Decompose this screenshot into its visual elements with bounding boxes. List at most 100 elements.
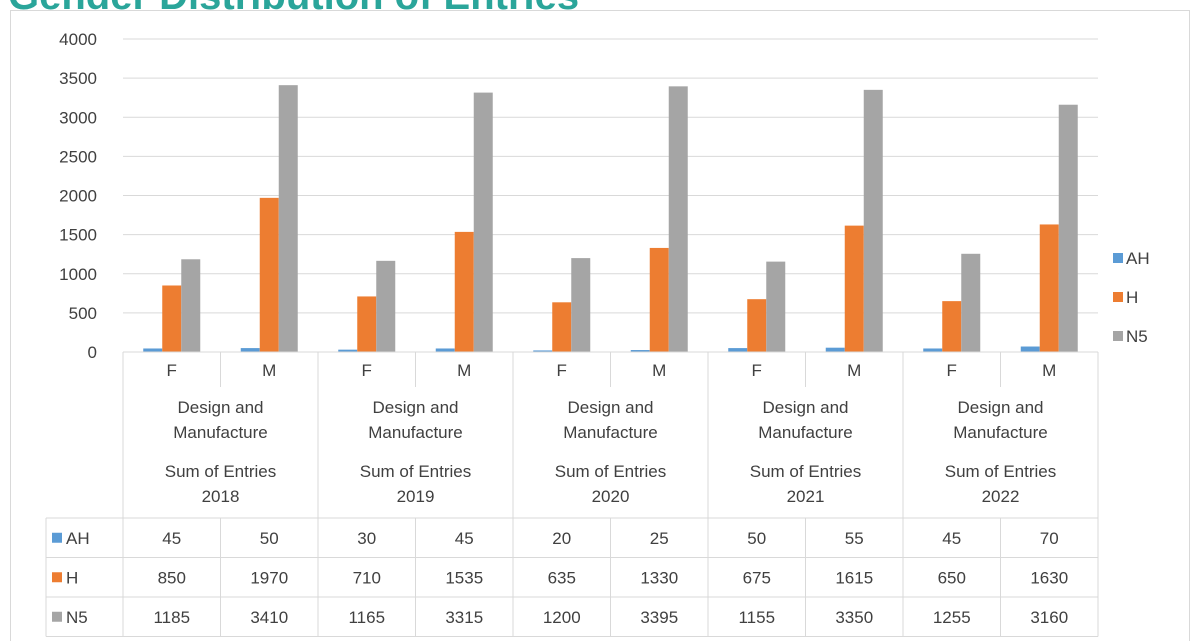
data-table-value: 70 <box>1040 529 1059 548</box>
data-table-value: 45 <box>162 529 181 548</box>
data-table-value: 30 <box>357 529 376 548</box>
bar-AH-5 <box>630 350 650 352</box>
data-table-value: 50 <box>747 529 766 548</box>
data-table-value: 850 <box>158 568 186 587</box>
bar-H-4 <box>552 302 572 352</box>
data-table-value: 50 <box>260 529 279 548</box>
data-table-value: 1165 <box>348 608 385 627</box>
bar-N5-0 <box>181 259 201 352</box>
bar-N5-9 <box>1058 104 1078 352</box>
chart-frame <box>10 10 1190 641</box>
data-table-value: 3160 <box>1030 608 1068 627</box>
data-table-value: 1255 <box>933 608 971 627</box>
data-table-value: 710 <box>353 568 381 587</box>
x-tick-label-level3: 2021 <box>787 487 825 506</box>
x-tick-label-level1: F <box>167 361 177 380</box>
legend-swatch-H <box>1113 292 1123 302</box>
x-tick-label-level1: M <box>457 361 471 380</box>
y-tick-label: 500 <box>69 304 97 323</box>
data-table-value: 675 <box>743 568 771 587</box>
x-tick-label-level3: 2020 <box>592 487 630 506</box>
bar-H-1 <box>259 197 279 352</box>
data-table-key-N5 <box>52 611 62 622</box>
data-table-value: 1535 <box>445 568 483 587</box>
y-tick-label: 2000 <box>59 187 97 206</box>
bar-N5-3 <box>473 92 493 352</box>
bar-H-9 <box>1039 224 1059 352</box>
y-tick-label: 0 <box>88 343 97 362</box>
x-tick-label-level3: Sum of Entries <box>555 462 667 481</box>
x-tick-label-level1: F <box>947 361 957 380</box>
data-table-value: 55 <box>845 529 864 548</box>
bar-N5-4 <box>571 258 591 352</box>
data-table-value: 1970 <box>250 568 288 587</box>
bar-N5-6 <box>766 261 786 352</box>
x-tick-label-level1: F <box>557 361 567 380</box>
bar-H-3 <box>454 231 474 352</box>
bar-AH-6 <box>728 348 748 352</box>
x-tick-label-level1: M <box>847 361 861 380</box>
bar-AH-0 <box>143 348 163 352</box>
data-table-value: 45 <box>455 529 474 548</box>
data-table-value: 1200 <box>543 608 581 627</box>
x-tick-label-level3: Sum of Entries <box>945 462 1057 481</box>
bar-N5-5 <box>668 86 688 352</box>
x-tick-label-level2: Manufacture <box>953 423 1048 442</box>
data-table-value: 650 <box>938 568 966 587</box>
x-tick-label-level1: F <box>362 361 372 380</box>
x-tick-label-level2: Manufacture <box>368 423 463 442</box>
x-tick-label-level1: M <box>652 361 666 380</box>
bar-N5-1 <box>278 85 298 352</box>
data-table-value: 1615 <box>835 568 873 587</box>
bar-H-8 <box>942 301 962 352</box>
x-tick-label-level1: M <box>1042 361 1056 380</box>
x-tick-label-level3: Sum of Entries <box>165 462 277 481</box>
x-tick-label-level1: F <box>752 361 762 380</box>
data-table-value: 3395 <box>640 608 678 627</box>
legend-entry: AH <box>1126 249 1150 268</box>
x-tick-label-level3: 2022 <box>982 487 1020 506</box>
data-table-key-AH <box>52 532 62 543</box>
legend-swatch-N5 <box>1113 331 1123 341</box>
legend-swatch-AH <box>1113 253 1123 263</box>
data-table-value: 1155 <box>738 608 775 627</box>
x-tick-label-level3: 2018 <box>202 487 240 506</box>
legend-entry: H <box>1126 288 1138 307</box>
data-table-value: 45 <box>942 529 961 548</box>
x-tick-label-level3: Sum of Entries <box>360 462 472 481</box>
bar-N5-8 <box>961 253 981 352</box>
y-tick-label: 3500 <box>59 69 97 88</box>
data-table-series-label: H <box>66 568 78 587</box>
bar-H-5 <box>649 247 669 352</box>
bar-AH-7 <box>825 347 845 352</box>
chart-title-cut-off: Gender Distribution of Entries <box>8 0 579 19</box>
x-tick-label-level2: Design and <box>177 398 263 417</box>
bar-H-6 <box>747 299 767 352</box>
data-table-series-label: AH <box>66 529 90 548</box>
bar-N5-2 <box>376 260 396 352</box>
y-tick-label: 1000 <box>59 265 97 284</box>
data-table-value: 3350 <box>835 608 873 627</box>
y-tick-label: 2500 <box>59 147 97 166</box>
bar-AH-8 <box>923 348 943 352</box>
data-table-value: 3315 <box>445 608 483 627</box>
data-table-value: 1330 <box>640 568 678 587</box>
bar-AH-9 <box>1020 346 1040 352</box>
y-tick-label: 1500 <box>59 226 97 245</box>
data-table-value: 1185 <box>153 608 190 627</box>
x-tick-label-level2: Design and <box>957 398 1043 417</box>
bar-H-2 <box>357 296 377 352</box>
x-tick-label-level1: M <box>262 361 276 380</box>
data-table-value: 1630 <box>1030 568 1068 587</box>
x-tick-label-level3: Sum of Entries <box>750 462 862 481</box>
x-tick-label-level3: 2019 <box>397 487 435 506</box>
bar-AH-4 <box>533 350 553 352</box>
data-table-series-label: N5 <box>66 608 88 627</box>
data-table-key-H <box>52 572 62 583</box>
data-table-value: 25 <box>650 529 669 548</box>
bar-N5-7 <box>863 89 883 353</box>
x-tick-label-level2: Manufacture <box>758 423 853 442</box>
legend-entry: N5 <box>1126 327 1148 346</box>
